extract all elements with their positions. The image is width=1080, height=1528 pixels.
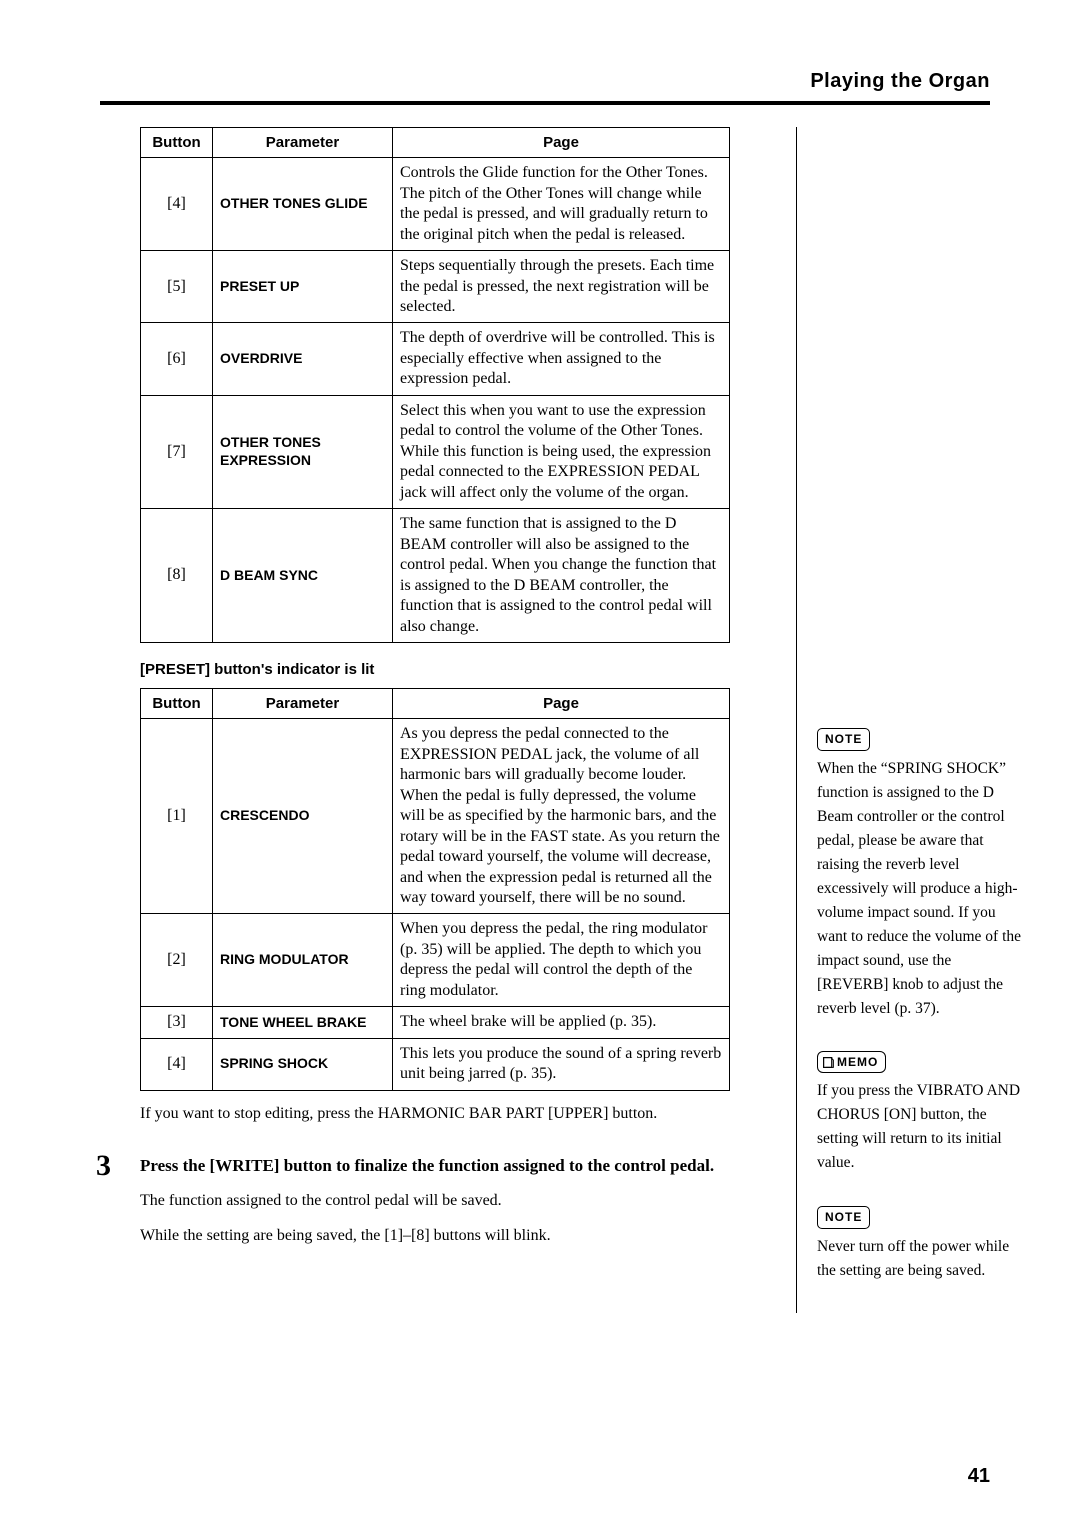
note-text: When the “SPRING SHOCK” function is assi…	[817, 757, 1026, 1021]
note-block-2: NOTE Never turn off the power while the …	[817, 1205, 1026, 1283]
cell-button: [5]	[141, 251, 213, 323]
note-badge: NOTE	[817, 1206, 870, 1229]
cell-page: Controls the Glide function for the Othe…	[393, 158, 730, 251]
note-text: Never turn off the power while the setti…	[817, 1235, 1026, 1283]
memo-text: If you press the VIBRATO AND CHORUS [ON]…	[817, 1079, 1026, 1175]
table-row: [3]TONE WHEEL BRAKEThe wheel brake will …	[141, 1007, 730, 1038]
cell-button: [6]	[141, 323, 213, 395]
parameter-table-1: Button Parameter Page [4]OTHER TONES GLI…	[140, 127, 730, 643]
main-column: Button Parameter Page [4]OTHER TONES GLI…	[140, 127, 770, 1313]
memo-block: MEMO If you press the VIBRATO AND CHORUS…	[817, 1051, 1026, 1176]
th-button: Button	[141, 128, 213, 158]
memo-label: MEMO	[837, 1053, 878, 1072]
cell-button: [2]	[141, 914, 213, 1007]
table-row: [2]RING MODULATORWhen you depress the pe…	[141, 914, 730, 1007]
table-row: [8]D BEAM SYNCThe same function that is …	[141, 509, 730, 643]
cell-page: Select this when you want to use the exp…	[393, 395, 730, 508]
note-badge: NOTE	[817, 728, 870, 751]
subheading-preset: [PRESET] button's indicator is lit	[140, 661, 770, 678]
cell-page: This lets you produce the sound of a spr…	[393, 1038, 730, 1090]
header-rule	[100, 101, 990, 105]
step-title: Press the [WRITE] button to finalize the…	[140, 1153, 770, 1179]
th-button: Button	[141, 689, 213, 719]
cell-page: The depth of overdrive will be controlle…	[393, 323, 730, 395]
page-title: Playing the Organ	[100, 70, 990, 101]
cell-parameter: SPRING SHOCK	[213, 1038, 393, 1090]
after-table-text: If you want to stop editing, press the H…	[140, 1103, 770, 1125]
table-row: [7]OTHER TONES EXPRESSIONSelect this whe…	[141, 395, 730, 508]
cell-page: The wheel brake will be applied (p. 35).	[393, 1007, 730, 1038]
th-parameter: Parameter	[213, 689, 393, 719]
cell-button: [8]	[141, 509, 213, 643]
page-number: 41	[968, 1465, 990, 1488]
cell-button: [4]	[141, 1038, 213, 1090]
cell-parameter: OTHER TONES EXPRESSION	[213, 395, 393, 508]
th-page: Page	[393, 128, 730, 158]
th-parameter: Parameter	[213, 128, 393, 158]
cell-button: [7]	[141, 395, 213, 508]
cell-parameter: TONE WHEEL BRAKE	[213, 1007, 393, 1038]
cell-page: As you depress the pedal connected to th…	[393, 719, 730, 914]
cell-parameter: OVERDRIVE	[213, 323, 393, 395]
cell-parameter: OTHER TONES GLIDE	[213, 158, 393, 251]
cell-page: Steps sequentially through the presets. …	[393, 251, 730, 323]
th-page: Page	[393, 689, 730, 719]
cell-button: [4]	[141, 158, 213, 251]
memo-icon	[822, 1056, 835, 1069]
cell-button: [1]	[141, 719, 213, 914]
cell-page: When you depress the pedal, the ring mod…	[393, 914, 730, 1007]
note-block-1: NOTE When the “SPRING SHOCK” function is…	[817, 727, 1026, 1021]
cell-parameter: D BEAM SYNC	[213, 509, 393, 643]
side-column: NOTE When the “SPRING SHOCK” function is…	[796, 127, 1026, 1313]
cell-parameter: RING MODULATOR	[213, 914, 393, 1007]
table-row: [4]SPRING SHOCKThis lets you produce the…	[141, 1038, 730, 1090]
cell-parameter: CRESCENDO	[213, 719, 393, 914]
step-body: Press the [WRITE] button to finalize the…	[140, 1149, 770, 1249]
cell-page: The same function that is assigned to th…	[393, 509, 730, 643]
parameter-table-2: Button Parameter Page [1]CRESCENDOAs you…	[140, 688, 730, 1091]
memo-badge: MEMO	[817, 1051, 886, 1074]
table-row: [1]CRESCENDOAs you depress the pedal con…	[141, 719, 730, 914]
step-number: 3	[96, 1149, 122, 1249]
step-sub-2: While the setting are being saved, the […	[140, 1224, 770, 1249]
cell-button: [3]	[141, 1007, 213, 1038]
table-row: [6]OVERDRIVEThe depth of overdrive will …	[141, 323, 730, 395]
cell-parameter: PRESET UP	[213, 251, 393, 323]
step-sub-1: The function assigned to the control ped…	[140, 1189, 770, 1214]
page-body: Button Parameter Page [4]OTHER TONES GLI…	[100, 127, 990, 1313]
table-row: [5]PRESET UPSteps sequentially through t…	[141, 251, 730, 323]
table-row: [4]OTHER TONES GLIDEControls the Glide f…	[141, 158, 730, 251]
step-block: 3 Press the [WRITE] button to finalize t…	[140, 1149, 770, 1249]
